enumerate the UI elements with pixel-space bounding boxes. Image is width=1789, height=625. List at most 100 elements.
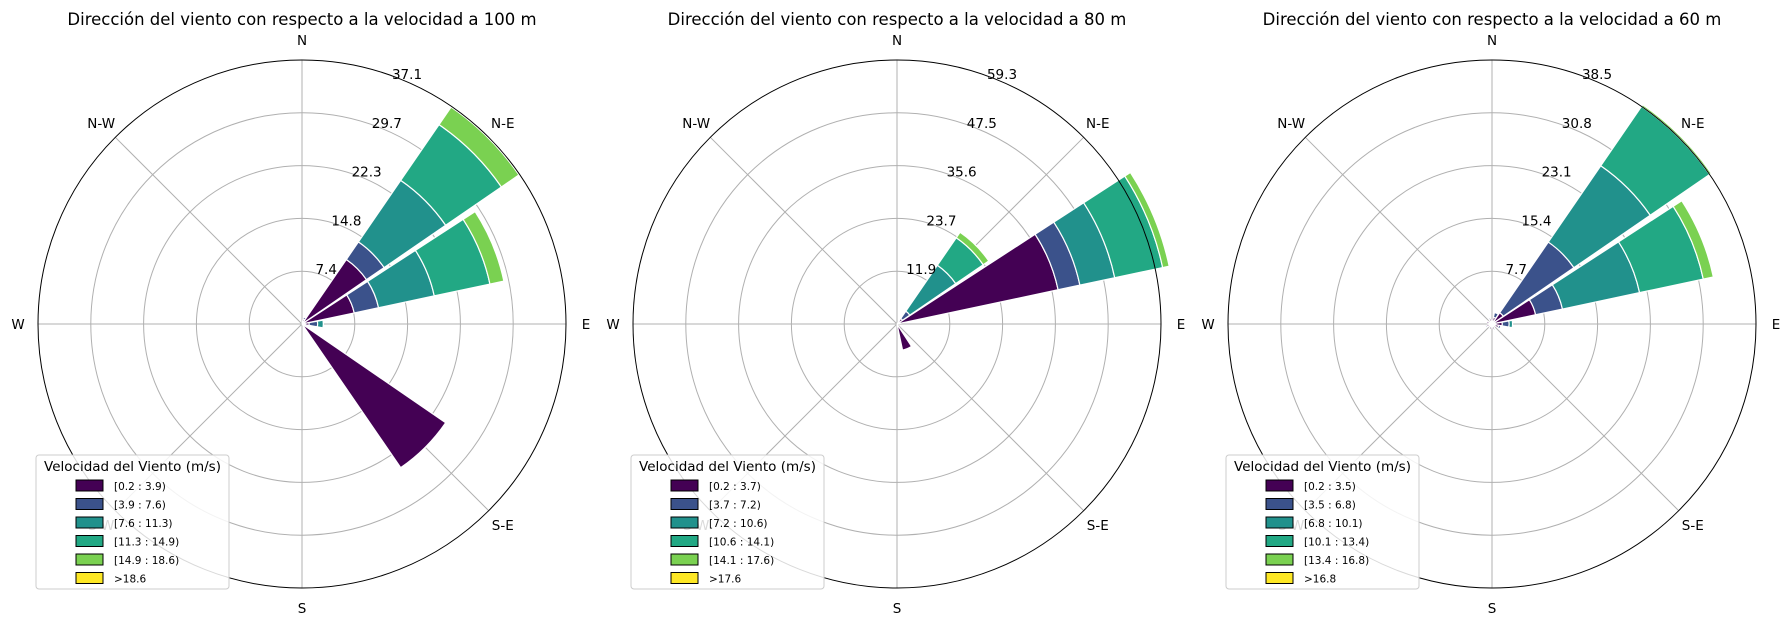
legend-swatch	[1265, 572, 1294, 584]
windrose-bar	[1488, 323, 1493, 331]
direction-label-w: W	[1201, 317, 1214, 333]
windrose-bar	[302, 315, 308, 319]
legend-label: [3.5 : 6.8)	[1304, 500, 1356, 512]
legend-label: [6.8 : 10.1)	[1304, 518, 1362, 530]
direction-label-s: S	[1488, 601, 1497, 617]
legend-label: [0.2 : 3.7)	[709, 481, 761, 493]
radial-tick-label: 37.1	[392, 67, 422, 83]
legend-label: [7.6 : 11.3)	[114, 518, 172, 530]
radial-tick-label: 7.4	[315, 262, 336, 278]
legend-swatch	[1265, 535, 1294, 547]
legend-swatch	[670, 479, 699, 492]
windrose-bar	[955, 231, 990, 266]
legend-label: [13.4 : 16.8)	[1304, 555, 1369, 567]
legend-swatch	[75, 498, 104, 510]
legend-swatch	[75, 516, 104, 529]
legend-label: [7.2 : 10.6)	[709, 518, 767, 530]
windrose-bar	[308, 320, 319, 328]
sector-bars	[896, 171, 1170, 351]
legend-label: >17.6	[709, 574, 741, 586]
radial-tick-label: 22.3	[352, 165, 382, 181]
windrose-bar	[462, 210, 505, 285]
windrose-bar	[1487, 316, 1492, 321]
legend-label: >18.6	[114, 574, 146, 586]
radial-tick-label: 30.8	[1562, 116, 1592, 132]
windrose-panel-3: Dirección del viento con respecto a la v…	[1201, 10, 1780, 617]
windrose-bar	[304, 324, 308, 328]
windrose-bar	[301, 323, 447, 469]
direction-label-e: E	[1772, 317, 1781, 333]
angular-gridline	[896, 323, 1085, 512]
angular-gridline	[114, 136, 303, 325]
legend-swatch	[670, 572, 699, 584]
legend-label: [0.2 : 3.5)	[1304, 481, 1356, 493]
windrose-bar	[1485, 320, 1493, 325]
legend-label: [10.1 : 13.4)	[1304, 537, 1369, 549]
windrose-bar	[1492, 327, 1497, 332]
direction-label-n-w: N-W	[682, 116, 710, 132]
direction-label-n-e: N-E	[491, 116, 515, 132]
legend-swatch	[75, 479, 104, 492]
legend-swatch	[1265, 553, 1294, 566]
radial-tick-label: 59.3	[987, 67, 1017, 83]
direction-label-n: N	[892, 33, 902, 49]
legend-swatch	[670, 498, 699, 510]
windrose-bar	[1123, 171, 1170, 269]
radial-tick-label: 15.4	[1521, 213, 1551, 229]
radial-tick-label: 14.8	[331, 213, 361, 229]
legend-swatch	[670, 535, 699, 547]
legend-label: [3.7 : 7.2)	[709, 500, 761, 512]
legend: Velocidad del Viento (m/s) [0.2 : 3.7) [3.…	[630, 454, 825, 590]
legend-swatch	[1265, 498, 1294, 510]
legend-label: [14.9 : 18.6)	[114, 555, 179, 567]
polar-frame	[37, 59, 567, 589]
legend-label: [11.3 : 14.9)	[114, 537, 179, 549]
radial-tick-label: 11.9	[906, 262, 936, 278]
windrose-bar	[896, 323, 913, 351]
chart-title: Dirección del viento con respecto a la v…	[668, 10, 1127, 29]
sector-bars	[1484, 103, 1715, 332]
legend: Velocidad del Viento (m/s) [0.2 : 3.9) [3.…	[35, 454, 230, 590]
legend-label: [14.1 : 17.6)	[709, 555, 774, 567]
legend-swatch	[670, 516, 699, 529]
legend-swatch	[670, 553, 699, 566]
legend-title: Velocidad del Viento (m/s)	[44, 459, 221, 475]
angular-gridline	[709, 136, 898, 325]
direction-label-w: W	[11, 317, 24, 333]
legend-swatch	[1265, 516, 1294, 529]
angular-gridline	[1491, 323, 1680, 512]
radial-tick-label: 35.6	[947, 165, 977, 181]
windrose-bar	[1484, 324, 1489, 329]
polar-frame	[1227, 59, 1757, 589]
angular-gridline	[1304, 136, 1493, 325]
windrose-bar	[1496, 324, 1502, 330]
windrose-panel-2: Dirección del viento con respecto a la v…	[606, 10, 1185, 617]
direction-label-n-e: N-E	[1681, 116, 1705, 132]
direction-label-e: E	[1177, 317, 1186, 333]
radial-tick-label: 47.5	[967, 116, 997, 132]
legend-label: [10.6 : 14.1)	[709, 537, 774, 549]
radial-tick-label: 29.7	[372, 116, 402, 132]
radial-tick-label: 23.7	[926, 213, 956, 229]
sector-bars	[301, 105, 521, 469]
direction-label-s-e: S-E	[1682, 518, 1704, 534]
legend-swatch	[1265, 479, 1294, 492]
legend-label: [3.9 : 7.6)	[114, 500, 166, 512]
direction-label-s-e: S-E	[492, 518, 514, 534]
legend: Velocidad del Viento (m/s) [0.2 : 3.5) [3.…	[1225, 454, 1420, 590]
legend-label: [0.2 : 3.9)	[114, 481, 166, 493]
legend-swatch	[75, 553, 104, 566]
direction-label-s-e: S-E	[1087, 518, 1109, 534]
radial-tick-label: 23.1	[1542, 165, 1572, 181]
radial-tick-label: 38.5	[1582, 67, 1612, 83]
direction-label-n-w: N-W	[87, 116, 115, 132]
direction-label-n-e: N-E	[1086, 116, 1110, 132]
direction-label-w: W	[606, 317, 619, 333]
chart-title: Dirección del viento con respecto a la v…	[1263, 10, 1722, 29]
legend-swatch	[75, 572, 104, 584]
direction-label-s: S	[893, 601, 902, 617]
windrose-bar	[1501, 320, 1510, 328]
direction-label-s: S	[298, 601, 307, 617]
legend-title: Velocidad del Viento (m/s)	[1234, 459, 1411, 475]
